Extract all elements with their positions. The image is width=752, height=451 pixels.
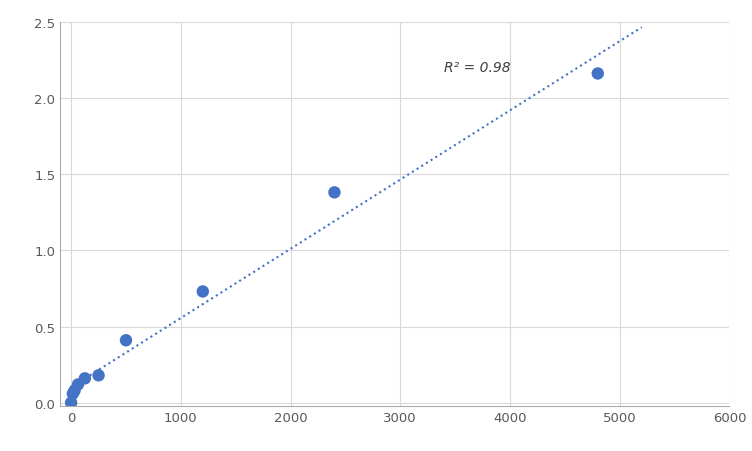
Point (65, 399, 77, 406)
Point (592, 71, 604, 78)
Point (72, 381, 84, 388)
Point (79, 375, 91, 382)
Point (68, 387, 80, 394)
Point (329, 189, 341, 197)
Point (197, 288, 209, 295)
Text: R² = 0.98: R² = 0.98 (444, 61, 511, 75)
Point (67, 390, 79, 397)
Point (120, 337, 132, 344)
Point (92, 372, 105, 379)
